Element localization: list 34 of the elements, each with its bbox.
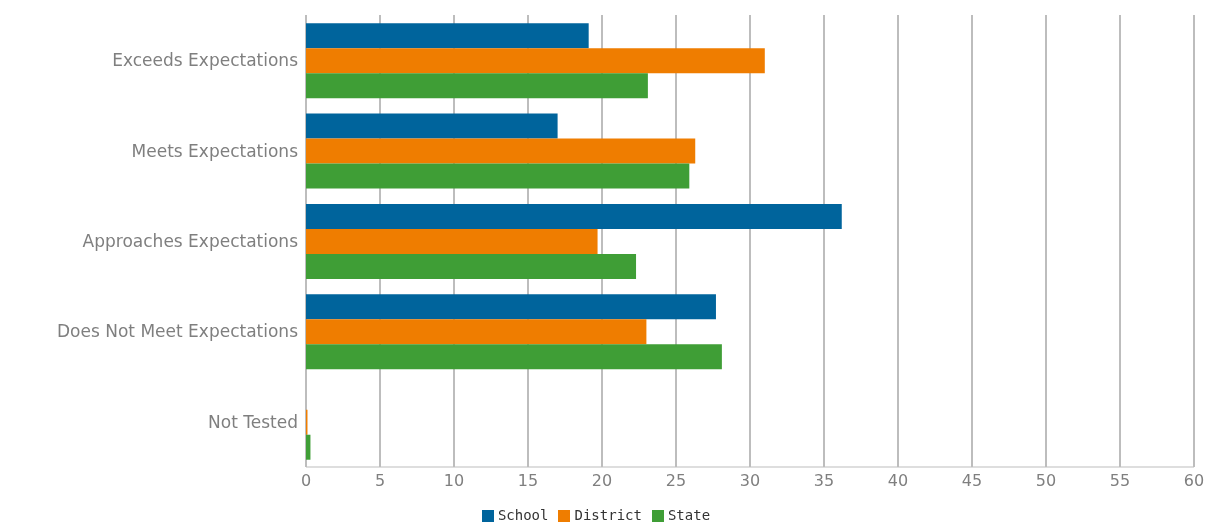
x-tick-label: 45: [961, 471, 983, 491]
x-tick-label: 10: [443, 471, 465, 491]
bar: [306, 203, 842, 229]
x-tick-label: 25: [665, 471, 687, 491]
bar: [306, 344, 722, 370]
bar: [306, 23, 589, 49]
bar: [306, 228, 598, 254]
y-tick-label: Approaches Expectations: [82, 231, 299, 252]
legend-label: State: [667, 507, 711, 523]
y-tick-label: Exceeds Expectations: [112, 50, 299, 71]
x-tick-label: 30: [739, 471, 761, 491]
bar: [306, 294, 716, 320]
bar: [306, 113, 558, 139]
x-tick-label: 40: [887, 471, 909, 491]
x-tick-label: 35: [813, 471, 835, 491]
bar: [306, 253, 637, 279]
x-tick-label: 55: [1109, 471, 1131, 491]
bar: [306, 163, 690, 189]
y-tick-label: Does Not Meet Expectations: [57, 321, 299, 342]
bar: [306, 319, 647, 345]
legend-label: District: [574, 507, 642, 523]
bar: [306, 434, 311, 460]
bar: [306, 48, 765, 74]
x-tick-label: 60: [1183, 471, 1205, 491]
x-tick-label: 5: [374, 471, 386, 491]
x-tick-label: 0: [300, 471, 312, 491]
legend-label: School: [497, 507, 549, 523]
x-tick-label: 20: [591, 471, 613, 491]
y-tick-label: Meets Expectations: [131, 140, 299, 161]
bar: [306, 73, 648, 99]
x-tick-label: 15: [517, 471, 539, 491]
x-tick-label: 50: [1035, 471, 1057, 491]
bar: [306, 138, 696, 164]
y-tick-label: Not Tested: [208, 411, 298, 432]
